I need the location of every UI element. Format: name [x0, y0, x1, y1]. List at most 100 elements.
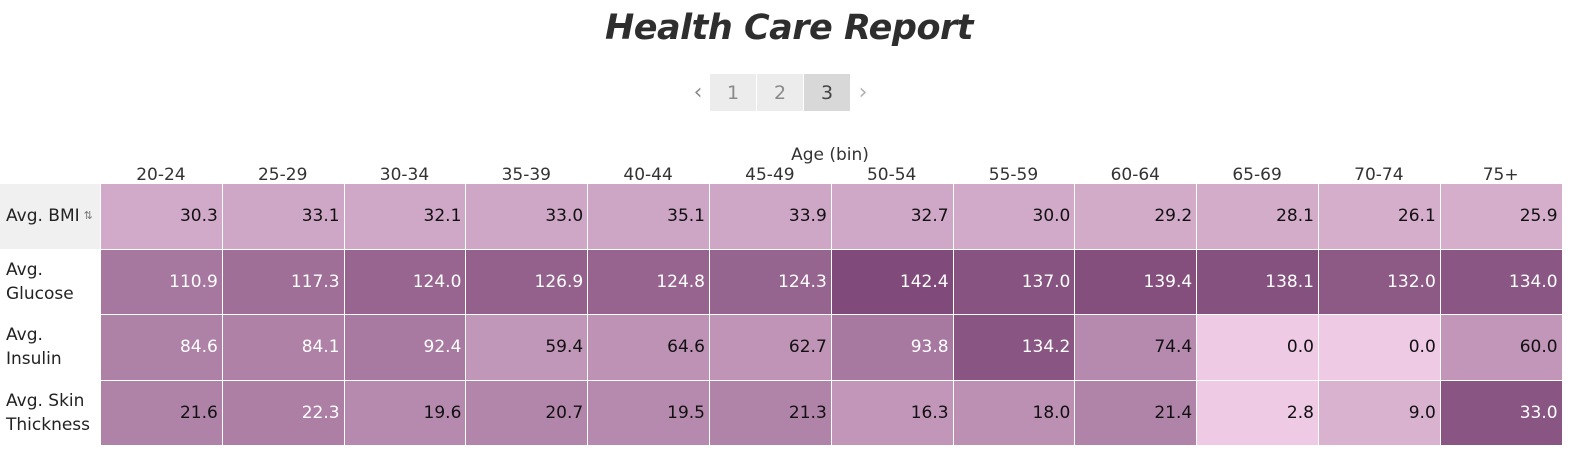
cell-value: 33.0	[545, 206, 584, 227]
heatmap-cell: 32.7	[830, 184, 953, 249]
cell-value: 64.6	[667, 337, 705, 358]
cell-value: 62.7	[788, 337, 827, 358]
heatmap-cell: 60.0	[1439, 315, 1562, 380]
heatmap-cell: 134.0	[1439, 249, 1562, 314]
cell-value: 124.8	[656, 271, 705, 292]
table-row: Avg. Skin Thickness 21.6 22.3 19.6 20.7 19.5 2…	[0, 380, 1562, 446]
cell-value: 137.0	[1021, 271, 1071, 292]
heatmap-cell: 20.7	[465, 380, 588, 445]
heatmap-cell: 22.3	[221, 380, 344, 445]
column-header: 25-29	[257, 165, 308, 185]
cell-value: 21.6	[179, 402, 218, 423]
cell-value: 132.0	[1387, 271, 1436, 292]
heatmap-cell: 124.8	[587, 249, 709, 314]
column-header: 30-34	[379, 165, 430, 185]
cell-value: 126.9	[534, 271, 584, 292]
heatmap-cell: 84.6	[100, 315, 222, 380]
cell-value: 9.0	[1408, 402, 1436, 423]
cell-value: 21.3	[788, 402, 827, 423]
cell-value: 16.3	[910, 402, 949, 423]
heatmap-cell: 126.9	[465, 249, 588, 314]
cell-value: 139.4	[1143, 271, 1193, 292]
heatmap-cell: 21.6	[100, 380, 222, 445]
heatmap-cell: 92.4	[343, 315, 466, 380]
page-button-3[interactable]: 3	[804, 74, 850, 111]
heatmap-cell: 28.1	[1196, 184, 1318, 249]
cell-value: 33.9	[788, 206, 827, 227]
cell-value: 32.7	[910, 206, 949, 227]
cell-value: 110.9	[169, 271, 218, 292]
heatmap-cell: 0.0	[1196, 315, 1318, 380]
column-header: 35-39	[501, 165, 551, 185]
cell-value: 0.0	[1286, 337, 1314, 358]
heatmap-cell: 33.0	[465, 184, 588, 249]
cell-value: 33.1	[301, 206, 340, 227]
heatmap-cell: 137.0	[952, 249, 1075, 314]
cell-value: 92.4	[423, 337, 462, 358]
heatmap-cell: 93.8	[830, 315, 953, 380]
cell-value: 59.4	[545, 337, 584, 358]
chevron-right-icon[interactable]: ›	[858, 80, 868, 105]
row-header-label: Avg. Insulin	[6, 325, 62, 370]
table-row: Avg. Glucose 110.9 117.3 124.0 126.9 124.8 124…	[0, 249, 1562, 315]
heatmap-cell: 33.1	[221, 184, 344, 249]
cell-value: 134.2	[1021, 337, 1071, 358]
sort-icon[interactable]: ⇅	[83, 209, 93, 223]
cell-value: 19.6	[423, 402, 462, 423]
cell-value: 26.1	[1397, 206, 1436, 227]
heatmap-cell: 30.0	[952, 184, 1075, 249]
row-header: Avg. Insulin	[0, 315, 100, 380]
cell-value: 18.0	[1032, 402, 1071, 423]
heatmap-cell: 25.9	[1439, 184, 1562, 249]
heatmap-cell: 138.1	[1196, 249, 1318, 314]
heatmap-cell: 132.0	[1317, 249, 1440, 314]
report-title: Health Care Report	[604, 8, 974, 48]
column-header: 75+	[1482, 165, 1519, 185]
heatmap-cell: 35.1	[587, 184, 709, 249]
column-header: 45-49	[745, 165, 795, 185]
column-header: 50-54	[866, 165, 917, 185]
cell-value: 30.3	[179, 206, 218, 227]
cell-value: 84.6	[179, 337, 218, 358]
cell-value: 21.4	[1154, 402, 1193, 423]
column-header: 60-64	[1110, 165, 1160, 185]
cell-value: 30.0	[1032, 206, 1071, 227]
heatmap-cell: 124.0	[343, 249, 466, 314]
row-header-label: Avg. Skin Thickness	[6, 390, 91, 435]
column-header: 70-74	[1354, 165, 1404, 185]
page-button-1[interactable]: 1	[710, 74, 756, 111]
heatmap-cell: 62.7	[708, 315, 831, 380]
heatmap-cell: 19.6	[343, 380, 466, 445]
heatmap-cell: 2.8	[1196, 380, 1318, 445]
heatmap-cell: 32.1	[343, 184, 466, 249]
column-header: 20-24	[136, 165, 186, 185]
row-header: Avg. Skin Thickness	[0, 381, 100, 446]
heatmap-cell: 26.1	[1317, 184, 1440, 249]
heatmap-cell: 124.3	[708, 249, 831, 314]
cell-value: 60.0	[1519, 337, 1558, 358]
column-headers: 20-24 25-29 30-34 35-39 40-44 45-49 50-54 55-59…	[100, 165, 1562, 185]
cell-value: 74.4	[1154, 337, 1193, 358]
chevron-left-icon[interactable]: ‹	[693, 80, 703, 105]
page-button-2[interactable]: 2	[757, 74, 803, 111]
cell-value: 32.1	[423, 206, 462, 227]
cell-value: 134.0	[1508, 271, 1558, 292]
heatmap-cell: 29.2	[1074, 184, 1197, 249]
cell-value: 22.3	[301, 402, 340, 423]
cell-value: 117.3	[290, 271, 340, 292]
heatmap-cell: 16.3	[830, 380, 953, 445]
row-header: Avg. Glucose	[0, 250, 100, 315]
heatmap-cell: 110.9	[100, 249, 222, 314]
heatmap-cell: 84.1	[221, 315, 344, 380]
heatmap-cell: 19.5	[587, 380, 709, 445]
heatmap-cell: 33.9	[708, 184, 831, 249]
cell-value: 19.5	[667, 402, 705, 423]
cell-value: 138.1	[1265, 271, 1314, 292]
cell-value: 124.3	[778, 271, 827, 292]
heatmap-cell: 117.3	[221, 249, 344, 314]
row-header-label: Avg. Glucose	[6, 259, 74, 304]
cell-value: 2.8	[1286, 402, 1314, 423]
cell-value: 25.9	[1519, 206, 1558, 227]
column-header: 55-59	[988, 165, 1039, 185]
